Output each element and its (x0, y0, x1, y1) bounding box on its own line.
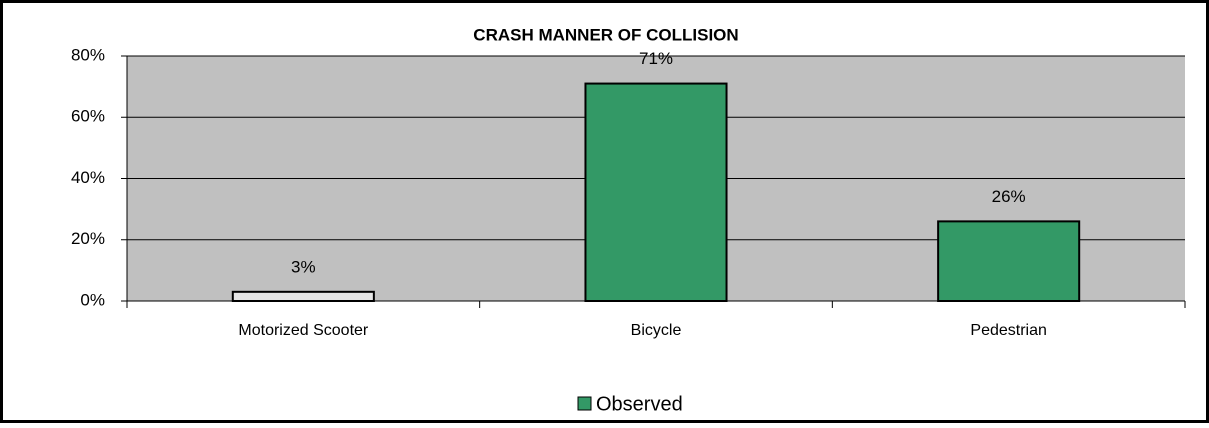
y-tick-label: 0% (80, 290, 105, 309)
x-tick-label: Bicycle (631, 322, 682, 339)
data-label: 3% (291, 257, 316, 276)
x-tick-label: Pedestrian (970, 322, 1047, 339)
bar (584, 82, 728, 302)
y-tick-label: 20% (71, 229, 105, 248)
legend-swatch (577, 396, 592, 411)
legend-label: Observed (596, 393, 683, 415)
data-label: 26% (992, 187, 1026, 206)
bar (937, 220, 1081, 302)
y-tick-label: 40% (71, 168, 105, 187)
x-tick-label: Motorized Scooter (238, 322, 369, 339)
y-tick-label: 60% (71, 107, 105, 126)
y-tick-label: 80% (71, 45, 105, 64)
chart-title: CRASH MANNER OF COLLISION (473, 25, 738, 44)
data-label: 71% (639, 49, 673, 68)
bar (231, 290, 375, 302)
